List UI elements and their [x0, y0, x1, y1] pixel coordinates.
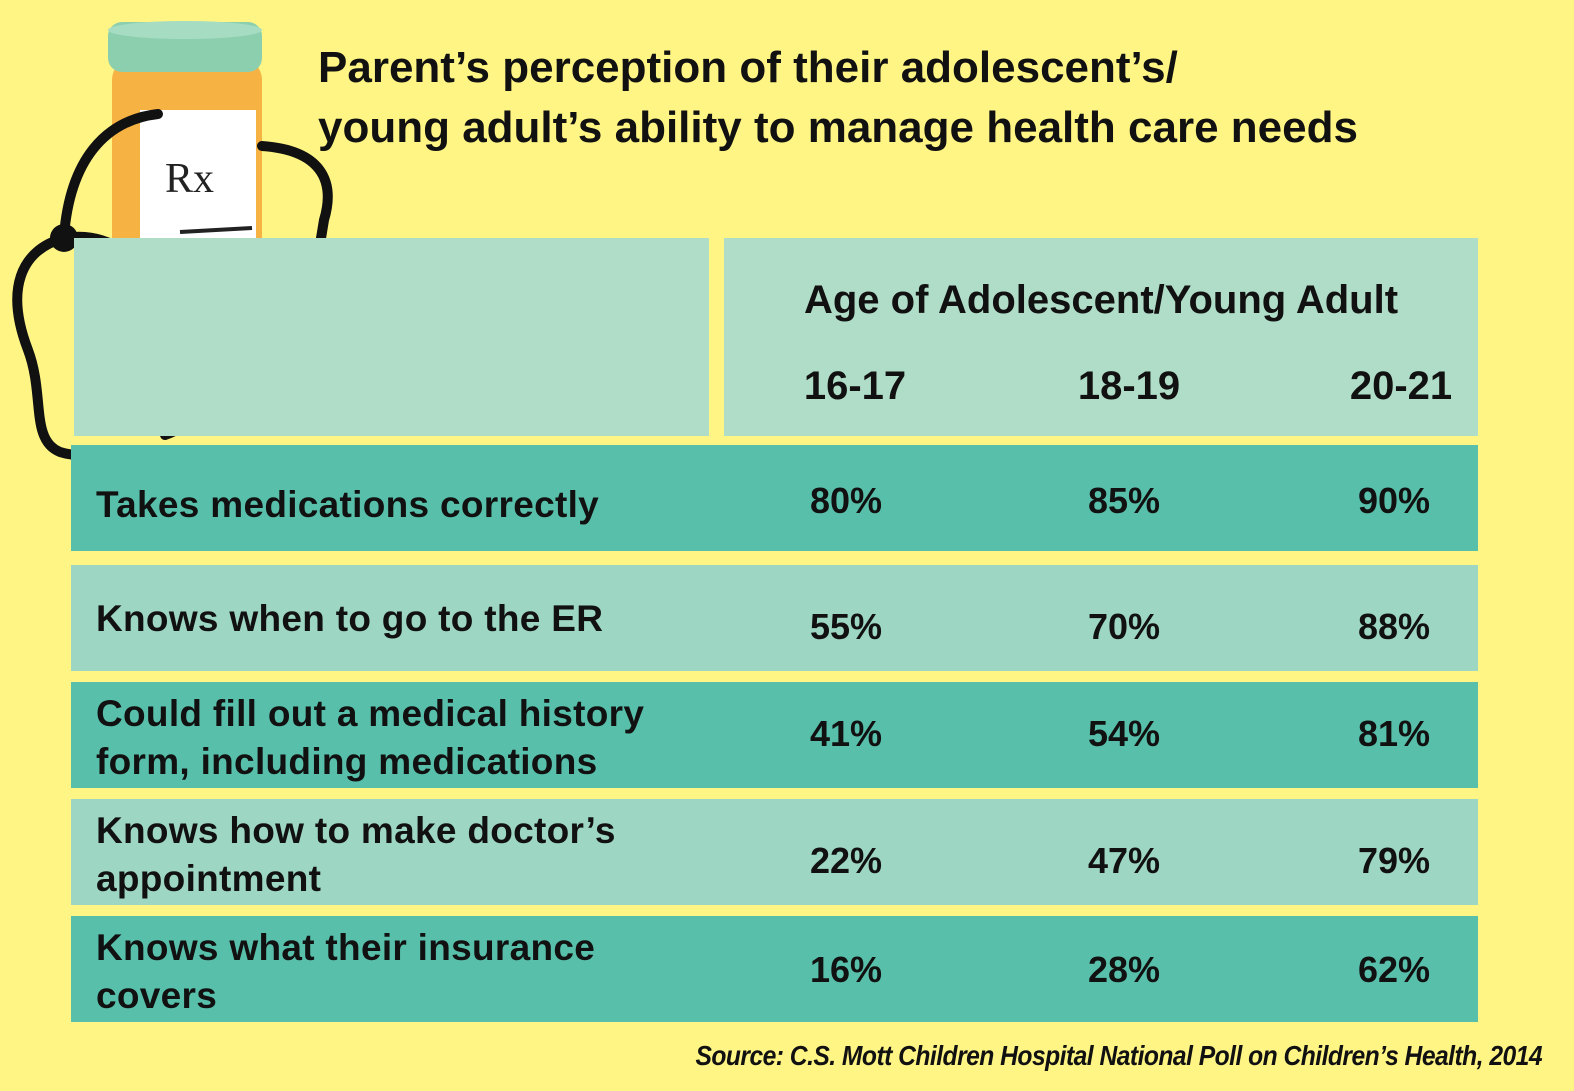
- column-group-label: Age of Adolescent/Young Adult: [803, 278, 1399, 322]
- table-row: Knows how to make doctor’s appointment 22%…: [71, 799, 1478, 905]
- chart-title: Parent’s perception of their adolescent’…: [318, 38, 1558, 158]
- header-blank-cell: [74, 238, 709, 436]
- rx-text: Rx: [165, 156, 214, 202]
- header-age-cell: Age of Adolescent/Young Adult 16-17 18-1…: [724, 238, 1478, 436]
- column-header: 20-21: [1349, 364, 1453, 408]
- row-label: appointment: [96, 858, 322, 899]
- value-cell: 47%: [1087, 840, 1161, 881]
- row-label: Knows when to go to the ER: [96, 598, 604, 639]
- table-row: Knows what their insurance covers 16% 28% 62…: [71, 916, 1478, 1022]
- table-row: Knows when to go to the ER 55% 70% 88%: [71, 565, 1478, 671]
- value-cell: 28%: [1087, 949, 1161, 990]
- column-header: 18-19: [1077, 364, 1181, 408]
- row-label: Could fill out a medical history: [96, 693, 645, 734]
- row-label: covers: [96, 975, 218, 1016]
- value-cell: 80%: [809, 480, 883, 521]
- value-cell: 62%: [1357, 949, 1431, 990]
- column-header: 16-17: [803, 364, 907, 408]
- value-cell: 90%: [1357, 480, 1431, 521]
- value-cell: 79%: [1357, 840, 1431, 881]
- row-label: form, including medications: [96, 741, 598, 782]
- title-line: young adult’s ability to manage health c…: [318, 103, 1358, 152]
- value-cell: 88%: [1357, 606, 1431, 647]
- table-row: Could fill out a medical history form, in…: [71, 682, 1478, 788]
- value-cell: 22%: [809, 840, 883, 881]
- value-cell: 41%: [809, 713, 883, 754]
- value-cell: 85%: [1087, 480, 1161, 521]
- source-note: Source: C.S. Mott Children Hospital Nati…: [695, 1040, 1542, 1071]
- value-cell: 54%: [1087, 713, 1161, 754]
- row-label: Knows what their insurance: [96, 927, 596, 968]
- title-line: Parent’s perception of their adolescent’…: [318, 43, 1178, 92]
- value-cell: 55%: [809, 606, 883, 647]
- value-cell: 16%: [809, 949, 883, 990]
- row-label: Knows how to make doctor’s: [96, 810, 616, 851]
- table-row: Takes medications correctly 80% 85% 90%: [71, 445, 1478, 551]
- value-cell: 81%: [1357, 713, 1431, 754]
- row-label: Takes medications correctly: [96, 484, 600, 525]
- value-cell: 70%: [1087, 606, 1161, 647]
